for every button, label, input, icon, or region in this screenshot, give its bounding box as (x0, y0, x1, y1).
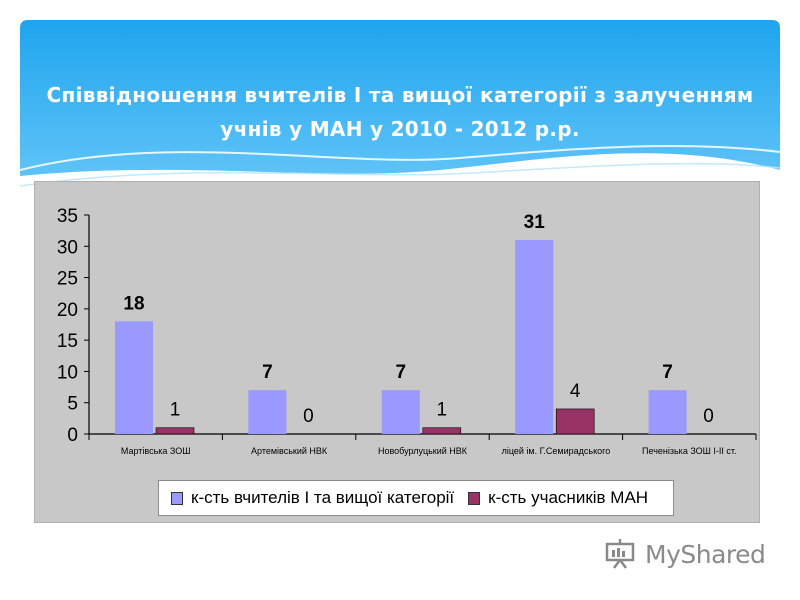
bar-man (155, 427, 195, 435)
legend-label-man: к-сть учасників МАН (488, 488, 649, 507)
data-label-teachers: 7 (396, 362, 407, 383)
y-tick-label: 5 (67, 394, 78, 415)
y-tick-label: 15 (57, 331, 78, 352)
data-label-teachers: 7 (662, 362, 673, 383)
y-tick-label: 10 (57, 362, 78, 383)
x-tick-label: Новобурлуцький НВК (378, 446, 468, 456)
data-label-man: 0 (703, 406, 714, 427)
data-label-man: 1 (437, 400, 448, 421)
y-tick-label: 0 (67, 425, 78, 446)
myshared-logo: MyShared (605, 536, 775, 572)
title-banner (20, 20, 780, 187)
legend-label-teachers: к-сть вчителів І та вищої категорії (191, 488, 455, 507)
y-tick-label: 30 (57, 237, 78, 258)
legend-swatch-teachers (171, 491, 183, 505)
bar-teachers (381, 390, 420, 434)
y-tick-label: 35 (57, 206, 78, 227)
bar-man (422, 427, 462, 435)
data-label-teachers: 7 (262, 362, 273, 383)
data-label-man: 0 (303, 406, 314, 427)
x-tick-label: ліцей ім. Г.Семирадського (502, 446, 611, 456)
bar-teachers (115, 321, 153, 434)
x-tick-label: Артемівський НВК (251, 446, 328, 456)
data-label-teachers: 31 (524, 212, 546, 233)
presentation-board-icon (605, 539, 635, 569)
bar-teachers (648, 390, 687, 434)
bar-man (555, 408, 595, 435)
data-label-man: 1 (170, 400, 181, 421)
legend-item-teachers: к-сть вчителів І та вищої категорії (171, 488, 454, 508)
y-tick-label: 20 (57, 300, 78, 321)
chart-panel: 0 5 10 15 20 25 30 35 Мартівська ЗОШ 18 1 Артемівсь… (34, 181, 760, 523)
x-tick-label: Печенізька ЗОШ І-ІІ ст. (642, 446, 737, 456)
x-tick-label: Мартівська ЗОШ (121, 446, 191, 456)
legend-swatch-man (468, 491, 481, 505)
data-label-teachers: 18 (123, 293, 144, 314)
chart-legend: к-сть вчителів І та вищої категорії к-ст… (158, 480, 674, 516)
y-tick-label: 25 (57, 269, 78, 290)
bar-teachers (248, 390, 287, 434)
data-label-man: 4 (570, 381, 581, 402)
slide-title: Співвідношення вчителів І та вищої катег… (46, 83, 754, 141)
bar-teachers (515, 240, 554, 434)
logo-text: MyShared (645, 539, 766, 569)
legend-item-man: к-сть учасників МАН (468, 488, 648, 508)
